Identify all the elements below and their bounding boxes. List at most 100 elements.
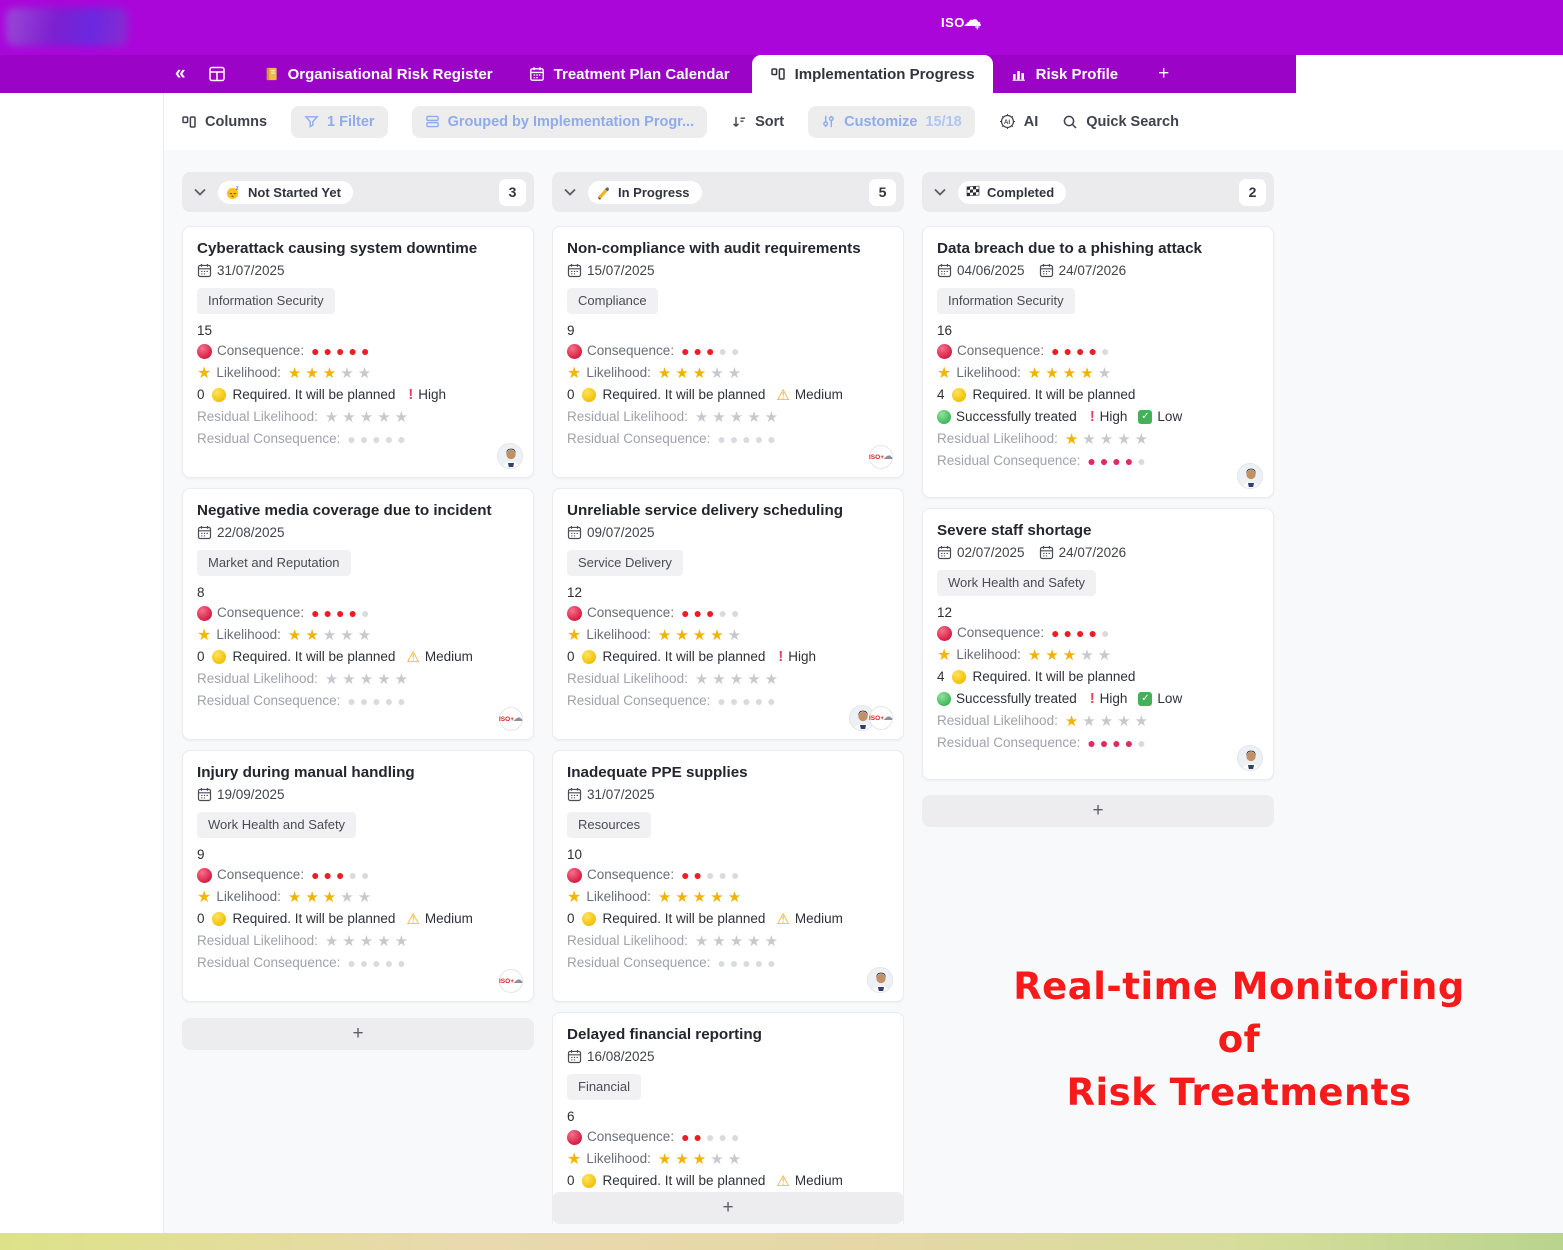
consequence-row: Consequence: ● ● ● ● ● [197,866,519,884]
risk-card[interactable]: Negative media coverage due to incident … [182,488,534,740]
isoplus-badge: ISO+ ☁ [499,969,523,993]
column-header[interactable]: z Not Started Yet 3 [182,172,534,212]
medium-priority-icon: ⚠ [406,648,420,666]
risk-score: 12 [937,605,953,620]
category-tag: Service Delivery [567,550,683,576]
likelihood-icon: ★ [567,364,582,382]
risk-card[interactable]: Unreliable service delivery scheduling 0… [552,488,904,740]
add-card-button[interactable]: + [182,1018,534,1050]
column-status-pill: Completed [958,180,1067,204]
pending-icon [951,670,966,684]
residual-consequence-row: Residual Consequence:●●●●● [567,955,776,971]
grouped-by-chip[interactable]: Grouped by Implementation Progr... [411,105,708,138]
consequence-icon [937,625,952,641]
quick-search-label: Quick Search [1086,113,1179,130]
add-card-button[interactable]: + [922,795,1274,827]
tab-treatment-plan-calendar[interactable]: Treatment Plan Calendar [511,55,748,93]
likelihood-row: ★ Likelihood: ★ ★ ★ ★ ★ [567,1150,742,1168]
columns-button[interactable]: Columns [181,114,267,130]
risk-card[interactable]: Inadequate PPE supplies 31/07/2025 Resou… [552,750,904,1002]
likelihood-row: ★ Likelihood: ★ ★ ★ ★ ★ [937,364,1112,382]
risk-card[interactable]: Severe staff shortage 02/07/2025 24/07/2… [922,508,1274,780]
review-date: 24/07/2026 [1039,545,1126,560]
quick-search[interactable]: Quick Search [1062,114,1179,130]
consequence-row: Consequence: ● ● ● ● ● [197,604,519,622]
risk-score: 9 [197,847,205,862]
filter-chip[interactable]: 1 Filter [291,105,388,138]
group-icon [425,115,439,128]
treated-icon [937,692,951,706]
residual-likelihood-row: Residual Likelihood:★★★★★ [567,932,779,950]
review-date: 24/07/2026 [1039,263,1126,278]
likelihood-icon: ★ [937,646,952,664]
consequence-row: Consequence: ● ● ● ● ● [567,604,889,622]
search-icon [1063,115,1077,129]
sort-icon [733,116,746,127]
consequence-icon [567,605,582,621]
pending-icon [581,650,596,664]
add-tab-button[interactable]: + [1158,63,1170,84]
residual-likelihood-row: Residual Likelihood:★★★★★ [567,408,779,426]
risk-card[interactable]: Non-compliance with audit requirements 1… [552,226,904,478]
medium-priority-icon: ⚠ [406,910,420,928]
residual-likelihood-row: Residual Likelihood:★★★★★ [197,932,409,950]
consequence-row: Consequence: ● ● ● ● ● [937,342,1259,360]
tab-label: Treatment Plan Calendar [553,65,730,83]
treated-row: Successfully treated! High ✓ Low [937,690,1259,708]
due-date: 15/07/2025 [567,263,655,278]
add-card-button[interactable]: + [552,1192,904,1224]
column-header[interactable]: Completed 2 [922,172,1274,212]
category-tag: Resources [567,812,652,838]
bar-chart-icon [1012,71,1025,81]
customize-label: Customize [844,113,918,130]
card-title: Data breach due to a phishing attack [937,240,1202,257]
logo-text: ISO [941,15,965,30]
calendar-icon [197,787,212,802]
calendar-icon [567,1049,582,1064]
column-header[interactable]: In Progress 5 [552,172,904,212]
isoplus-badge: ISO+ ☁ [869,445,893,469]
annotation-text: Real-time Monitoring of Risk Treatments [1003,960,1475,1119]
residual-consequence-row: Residual Consequence:●●●●● [937,735,1146,751]
customize-chip[interactable]: Customize 15/18 [808,105,975,138]
filter-label: 1 Filter [327,113,375,130]
start-date: 02/07/2025 [937,545,1025,560]
due-date: 09/07/2025 [567,525,655,540]
assignee-avatar [1237,745,1263,771]
risk-card[interactable]: Data breach due to a phishing attack 04/… [922,226,1274,498]
chevron-down-icon[interactable] [194,188,206,196]
sort-button[interactable]: Sort [731,114,784,130]
card-title: Cyberattack causing system downtime [197,240,478,257]
tab-implementation-progress[interactable]: Implementation Progress [751,55,993,93]
residual-consequence-row: Residual Consequence:●●●●● [937,453,1146,469]
kanban-icon [182,115,196,128]
risk-card[interactable]: Cyberattack causing system downtime 31/0… [182,226,534,478]
column-count: 2 [1239,178,1266,206]
likelihood-icon: ★ [197,626,212,644]
tab-risk-profile[interactable]: Risk Profile [993,55,1137,93]
collapse-sidebar-icon[interactable]: « [175,63,186,84]
assignee-avatar [1237,463,1263,489]
ai-label: AI [1023,113,1039,130]
chevron-down-icon[interactable] [564,188,576,196]
pending-icon [581,1174,596,1188]
risk-card[interactable]: Injury during manual handling 19/09/2025… [182,750,534,1002]
tab-label: Organisational Risk Register [287,65,493,83]
chevron-down-icon[interactable] [934,188,946,196]
category-tag: Compliance [567,288,658,314]
ai-button[interactable]: AI AI [999,113,1039,130]
treatment-row: 0 Required. It will be planned! High [197,387,446,403]
assignee-avatar [497,443,523,469]
table-view-icon[interactable] [208,65,226,83]
tab-organisational-risk-register[interactable]: Organisational Risk Register [246,55,511,93]
residual-consequence-row: Residual Consequence:●●●●● [567,431,776,447]
column-label: Completed [987,184,1055,200]
sort-label: Sort [755,113,785,130]
check-icon: ✓ [1138,692,1153,706]
treatment-row: 0 Required. It will be planned ⚠ Medium [197,910,473,928]
residual-consequence-row: Residual Consequence:●●●●● [197,955,406,971]
pending-icon [211,912,226,926]
pending-icon [951,388,966,402]
treatment-row: 0 Required. It will be planned ⚠ Medium [197,648,473,666]
category-tag: Information Security [937,288,1075,314]
